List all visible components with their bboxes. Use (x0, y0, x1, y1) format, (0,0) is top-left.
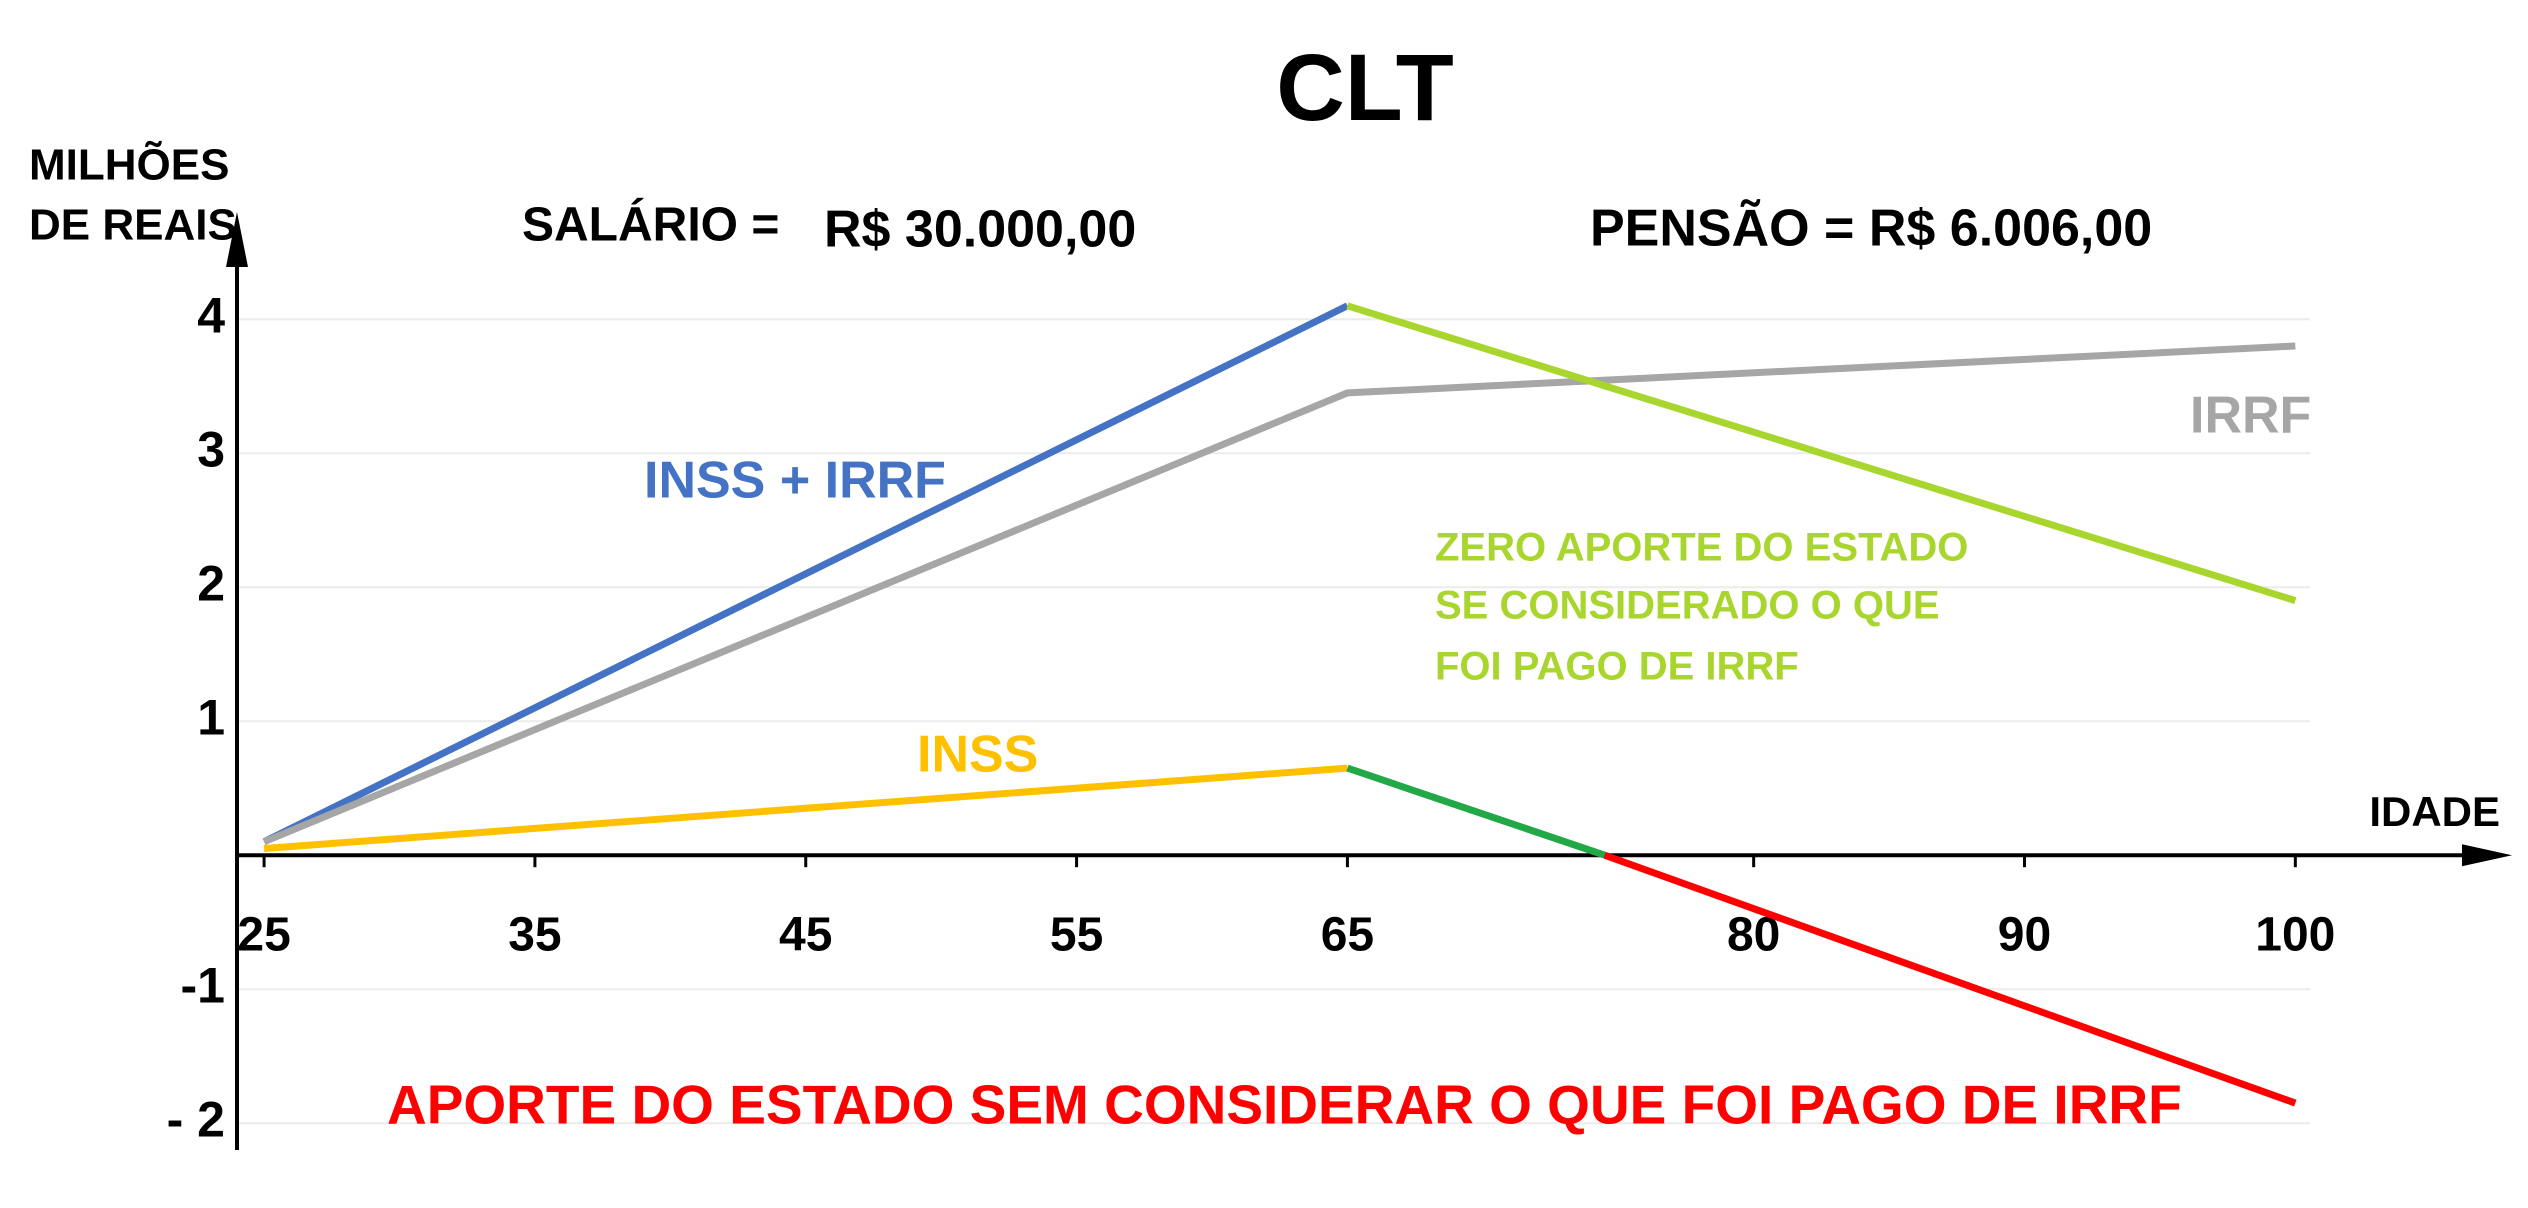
annotation: R$ 30.000,00 (824, 201, 1136, 259)
annotation: PENSÃO = R$ 6.006,00 (1590, 199, 2152, 258)
x-axis-arrow (2462, 844, 2512, 867)
x-tick-label: 65 (1321, 909, 1374, 962)
x-tick-label: 35 (508, 909, 561, 962)
y-axis-arrow (226, 212, 248, 267)
x-tick-label: 25 (237, 909, 290, 962)
x-tick-label: 100 (2255, 909, 2335, 962)
series-label: INSS (917, 726, 1038, 784)
series-label: IRRF (2190, 387, 2311, 445)
y-tick-label: 4 (197, 287, 225, 343)
y-tick-label: - 2 (167, 1091, 225, 1147)
series-line (263, 764, 1348, 852)
x-axis-label: IDADE (2369, 788, 2500, 835)
series-line (1603, 851, 2297, 1107)
annotation: FOI PAGO DE IRRF (1435, 645, 1799, 689)
y-axis-label: MILHÕES (29, 140, 229, 190)
series-line (262, 302, 1349, 845)
series-line (262, 342, 2296, 846)
x-tick-label: 90 (1998, 909, 2051, 962)
series-line (1346, 764, 1606, 859)
series-line (1346, 302, 2297, 604)
annotation: ZERO APORTE DO ESTADO (1435, 526, 1968, 570)
annotation: APORTE DO ESTADO SEM CONSIDERAR O QUE FO… (387, 1074, 2182, 1136)
x-tick-label: 55 (1050, 909, 1103, 962)
y-axis-label: DE REAIS (29, 201, 237, 250)
y-tick-label: 1 (197, 689, 225, 745)
x-tick-label: 45 (779, 909, 832, 962)
y-tick-label: 3 (197, 421, 225, 477)
series-label: INSS + IRRF (644, 452, 946, 510)
y-tick-label: -1 (181, 957, 225, 1013)
y-tick-label: 2 (197, 555, 225, 611)
chart-title: CLT (1276, 35, 1454, 141)
annotation: SALÁRIO = (522, 198, 779, 252)
annotation: SE CONSIDERADO O QUE (1435, 584, 1940, 628)
